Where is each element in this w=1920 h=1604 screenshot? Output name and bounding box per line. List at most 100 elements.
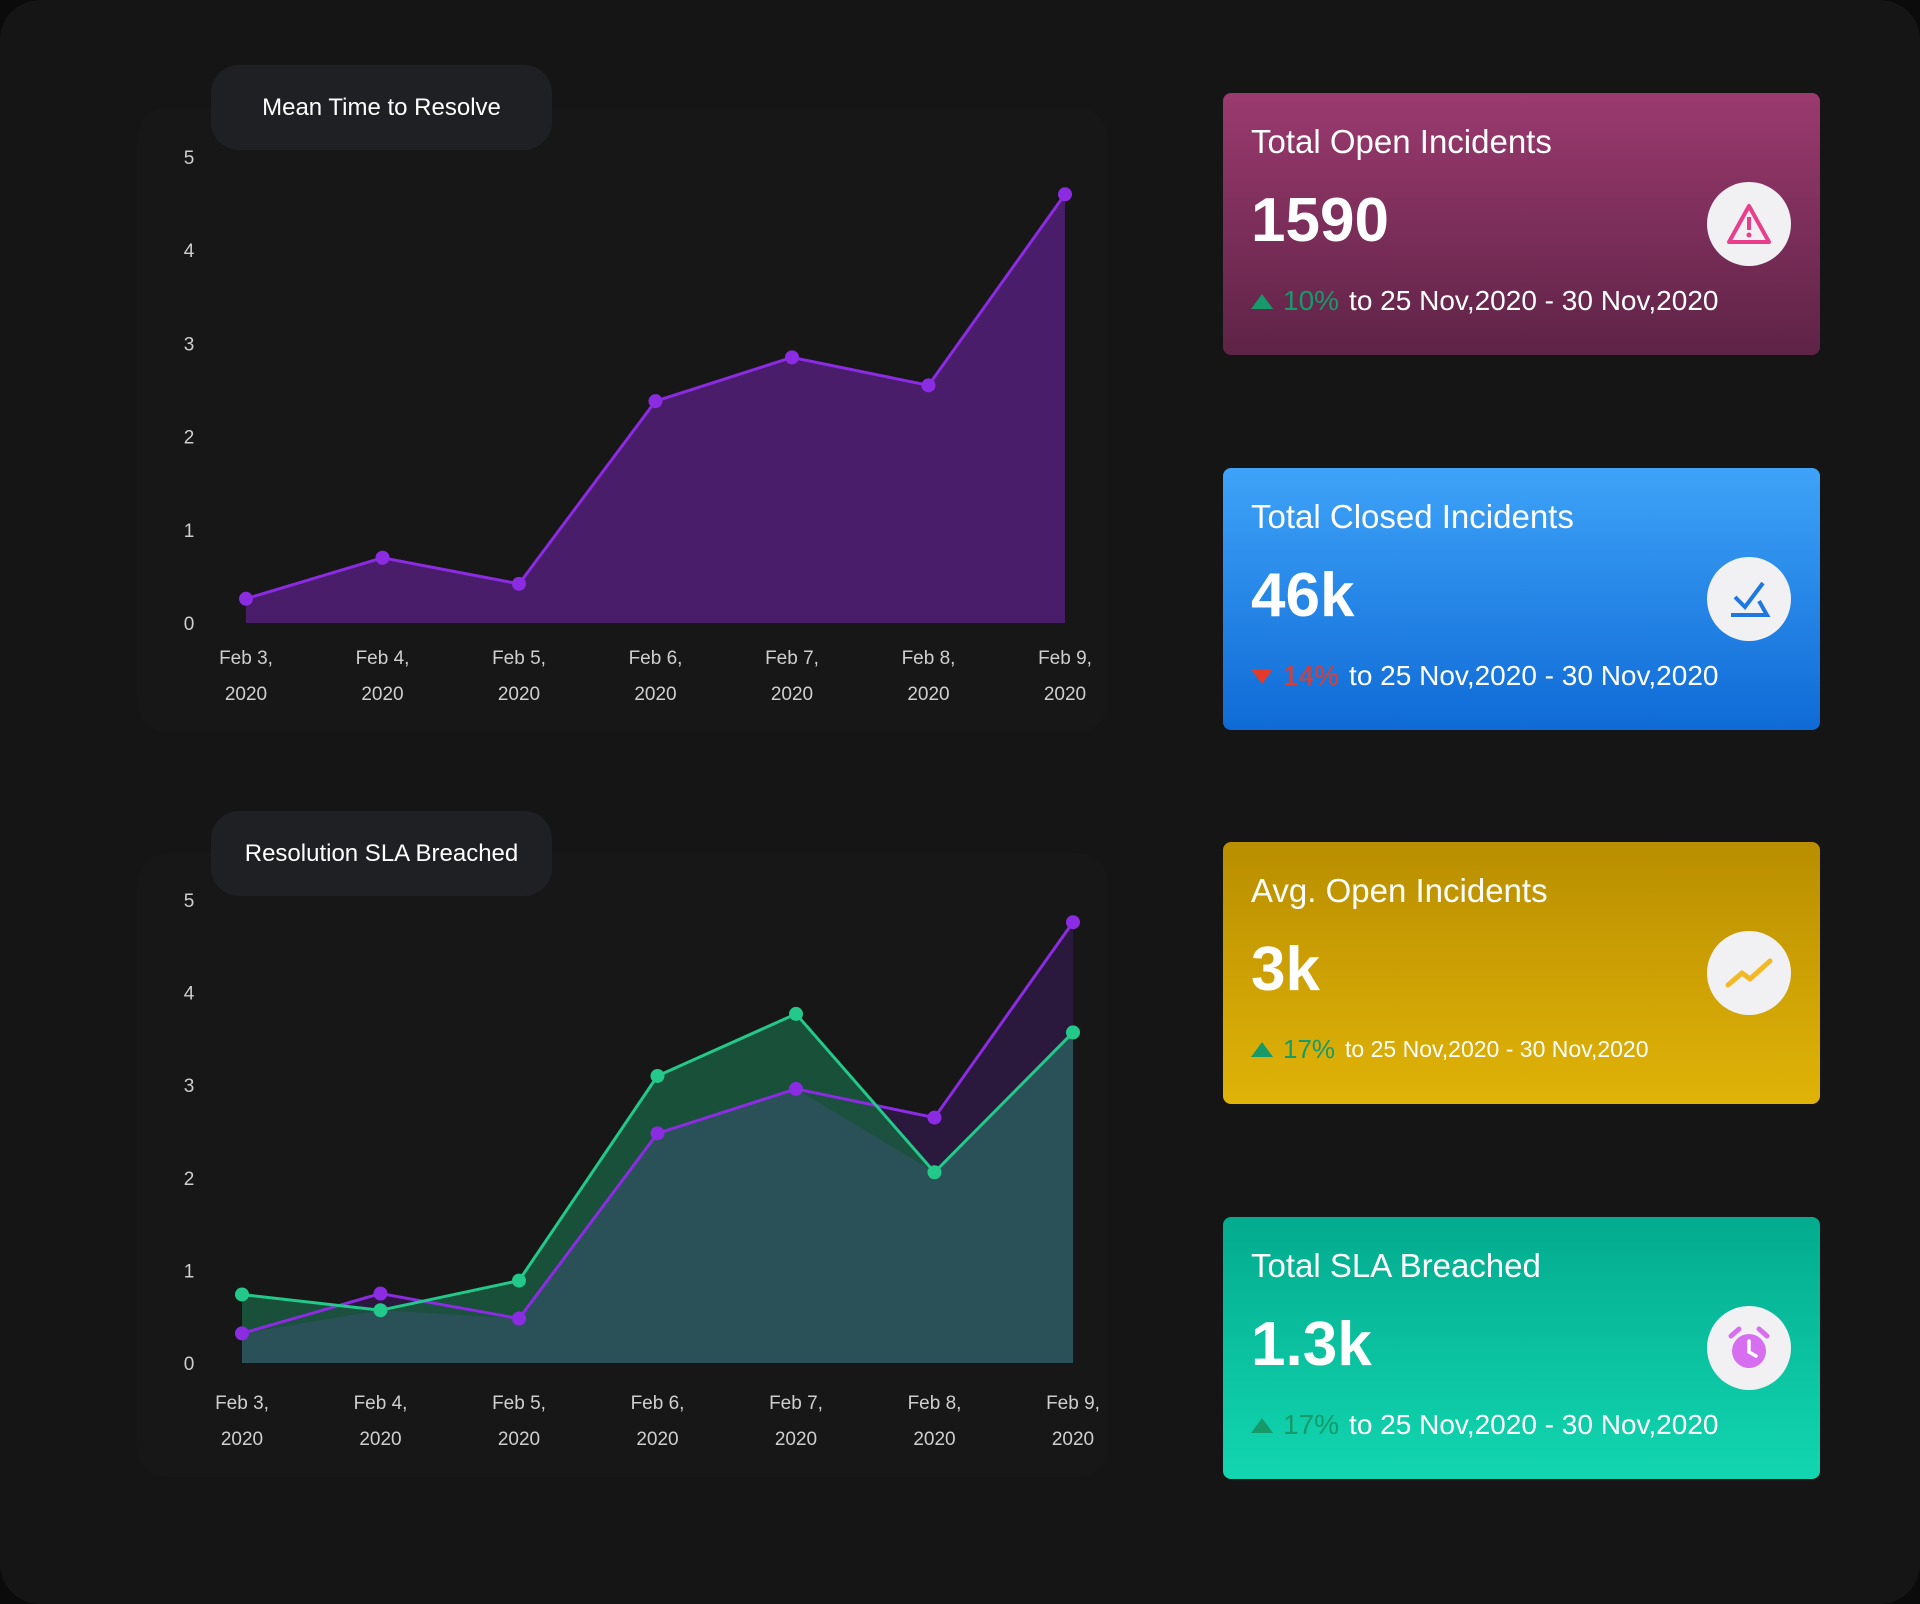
overlap-area <box>242 1032 1073 1363</box>
change-percent: 14% <box>1283 660 1340 691</box>
change-percent: 10% <box>1283 285 1340 316</box>
data-point <box>512 576 526 591</box>
card-footer: 14% to 25 Nov,2020 - 30 Nov,2020 <box>1251 660 1718 692</box>
card-total-sla-breached[interactable]: Total SLA Breached 1.3k 17% to 25 Nov,202… <box>1223 1217 1820 1479</box>
x-tick-label: 2020 <box>907 684 949 705</box>
data-point <box>650 1126 665 1141</box>
card-value: 1590 <box>1251 186 1389 255</box>
y-tick-label: 3 <box>184 1076 195 1097</box>
x-tick-label: Feb 7, <box>765 648 819 669</box>
y-tick-label: 2 <box>184 428 195 449</box>
card-total-closed-incidents[interactable]: Total Closed Incidents 46k 14% to 25 Nov,… <box>1223 468 1820 730</box>
x-tick-label: Feb 3, <box>219 648 273 669</box>
data-point <box>650 1068 665 1083</box>
chart-title-sla: Resolution SLA Breached <box>211 811 552 896</box>
arrow-up-icon <box>1251 293 1273 309</box>
change-percent: 17% <box>1283 1034 1336 1064</box>
period: to 25 Nov,2020 - 30 Nov,2020 <box>1345 1036 1649 1062</box>
data-point <box>789 1081 803 1096</box>
card-footer: 17% to 25 Nov,2020 - 30 Nov,2020 <box>1251 1034 1649 1065</box>
data-point <box>373 1286 388 1301</box>
data-point <box>235 1287 249 1302</box>
period: to 25 Nov,2020 - 30 Nov,2020 <box>1349 1409 1719 1440</box>
x-tick-label: Feb 4, <box>356 648 410 669</box>
x-tick-label: Feb 3, <box>215 1393 269 1414</box>
x-tick-label: Feb 8, <box>902 648 956 669</box>
card-title: Total SLA Breached <box>1251 1247 1541 1284</box>
x-tick-label: Feb 9, <box>1046 1393 1100 1414</box>
x-tick-label: 2020 <box>636 1429 678 1450</box>
card-value: 3k <box>1251 935 1320 1004</box>
data-point <box>1058 187 1072 202</box>
data-point <box>373 1303 388 1318</box>
data-point <box>1066 915 1080 930</box>
x-tick-label: 2020 <box>1052 1429 1094 1450</box>
chart-title-mttr: Mean Time to Resolve <box>211 65 552 150</box>
y-tick-label: 4 <box>184 241 195 262</box>
card-footer: 10% to 25 Nov,2020 - 30 Nov,2020 <box>1251 285 1718 317</box>
card-footer: 17% to 25 Nov,2020 - 30 Nov,2020 <box>1251 1409 1718 1441</box>
x-tick-label: 2020 <box>498 684 540 705</box>
data-point <box>235 1326 249 1341</box>
period: to 25 Nov,2020 - 30 Nov,2020 <box>1349 285 1719 316</box>
arrow-up-icon <box>1251 1417 1273 1433</box>
y-tick-label: 5 <box>184 891 195 912</box>
data-point <box>512 1273 526 1288</box>
x-tick-label: Feb 6, <box>629 648 683 669</box>
x-tick-label: Feb 8, <box>908 1393 962 1414</box>
x-tick-label: 2020 <box>498 1429 540 1450</box>
card-avg-open-incidents[interactable]: Avg. Open Incidents 3k 17% to 25 Nov,2020… <box>1223 842 1820 1104</box>
y-tick-label: 5 <box>184 148 195 169</box>
mttr-chart: 0 1 2 3 4 5 Feb 3, 2020 Feb 4, 2020 Feb 5, 2020 Feb … <box>184 148 1092 705</box>
x-tick-label: 2020 <box>225 684 267 705</box>
x-tick-label: Feb 6, <box>631 1393 685 1414</box>
x-tick-label: 2020 <box>221 1429 263 1450</box>
period: to 25 Nov,2020 - 30 Nov,2020 <box>1349 660 1719 691</box>
alarm-clock-icon <box>1707 1306 1791 1390</box>
x-tick-label: 2020 <box>361 684 403 705</box>
x-tick-label: 2020 <box>771 684 813 705</box>
y-tick-label: 1 <box>184 521 195 542</box>
data-point <box>927 1110 942 1125</box>
x-tick-label: 2020 <box>359 1429 401 1450</box>
x-tick-label: 2020 <box>1044 684 1086 705</box>
warning-icon <box>1707 182 1791 266</box>
data-point <box>785 350 799 365</box>
sla-chart: 0 1 2 3 4 5 Feb 3, 2020 Feb 4, 2020 Feb 5, 2020 Feb … <box>184 891 1100 1450</box>
card-title: Avg. Open Incidents <box>1251 872 1548 909</box>
x-tick-label: Feb 4, <box>354 1393 408 1414</box>
y-tick-label: 4 <box>184 984 195 1005</box>
data-point <box>512 1311 526 1326</box>
x-tick-label: 2020 <box>775 1429 817 1450</box>
data-point <box>648 394 663 409</box>
y-tick-label: 0 <box>184 1354 195 1375</box>
x-tick-label: Feb 7, <box>769 1393 823 1414</box>
card-value: 1.3k <box>1251 1310 1372 1379</box>
arrow-down-icon <box>1251 668 1273 684</box>
y-tick-label: 3 <box>184 334 195 355</box>
series-area <box>246 194 1065 623</box>
data-point <box>1066 1025 1080 1040</box>
card-value: 46k <box>1251 561 1355 630</box>
x-tick-label: 2020 <box>634 684 676 705</box>
y-tick-label: 0 <box>184 614 195 635</box>
x-tick-label: Feb 9, <box>1038 648 1092 669</box>
y-tick-label: 2 <box>184 1169 195 1190</box>
data-point <box>239 591 253 606</box>
trend-up-icon <box>1707 931 1791 1015</box>
x-tick-label: Feb 5, <box>492 1393 546 1414</box>
x-tick-label: 2020 <box>913 1429 955 1450</box>
change-percent: 17% <box>1283 1409 1340 1440</box>
checklist-icon <box>1707 557 1791 641</box>
data-point <box>927 1165 942 1180</box>
data-point <box>921 378 936 393</box>
arrow-up-icon <box>1251 1042 1273 1057</box>
data-point <box>789 1006 803 1021</box>
card-title: Total Closed Incidents <box>1251 498 1574 535</box>
data-point <box>375 550 390 565</box>
x-tick-label: Feb 5, <box>492 648 546 669</box>
card-title: Total Open Incidents <box>1251 123 1552 160</box>
y-tick-label: 1 <box>184 1261 195 1282</box>
card-total-open-incidents[interactable]: Total Open Incidents 1590 10% to 25 Nov,2… <box>1223 93 1820 355</box>
